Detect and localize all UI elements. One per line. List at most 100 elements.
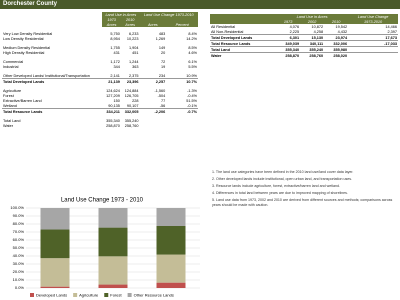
- table-row: High Density Residential 431 451 20 4.6%: [2, 50, 198, 55]
- cell-value: 14,466: [385, 24, 397, 29]
- cell-value: 6.1%: [188, 59, 197, 64]
- cell-value: 15,130: [300, 34, 325, 41]
- legend-swatch: [73, 293, 78, 297]
- cell-value: 334,211: [102, 108, 121, 114]
- cell-value: 8.4%: [188, 31, 197, 36]
- table-row: Extractive/Barren Land 150 228 77 51.5%: [2, 98, 198, 103]
- row-label: Total Resource Lands: [2, 108, 103, 114]
- row-label: Other Developed Lands/ Institutional/Tra…: [3, 73, 90, 78]
- cell-value: 90,107: [126, 103, 139, 108]
- header-row: Acres Acres Acres Percent: [2, 22, 198, 27]
- table-row: Agriculture 124,624 124,884 -1,560 -1.3%: [2, 88, 198, 93]
- note: 4. Differences in total land between yea…: [212, 191, 348, 196]
- table-row: Low Density Residential 8,954 10,223 1,269 1…: [2, 36, 198, 41]
- row-label: Low Density Residential: [3, 36, 44, 41]
- y-tick-label: 50.0%: [13, 245, 25, 250]
- cell-value: -2,206: [139, 108, 167, 114]
- row-label: Total Developed Lands: [2, 78, 103, 84]
- blank: [210, 14, 277, 19]
- bar-segment: [98, 284, 128, 288]
- cell-value: 23,974: [324, 34, 349, 41]
- cell-value: 8,954: [110, 36, 120, 41]
- table-row: Very Low Density Residential 5,750 6,233 48…: [2, 31, 198, 36]
- row-label: Total Developed Lands: [210, 34, 277, 41]
- cell-value: 431: [113, 50, 120, 55]
- cell-value: 258,870: [276, 52, 301, 58]
- y-tick-label: 20.0%: [13, 269, 25, 274]
- row-label: Extractive/Barren Land: [3, 98, 42, 103]
- cell-value: 4,432: [337, 29, 348, 34]
- cell-value: 2,141: [110, 73, 120, 78]
- table-row: Wetland 90,135 90,107 -56 -0.1%: [2, 103, 198, 109]
- row-label: All Non-Residential: [211, 29, 244, 34]
- cell-value: 10,223: [126, 36, 139, 41]
- bar-segment: [40, 229, 70, 259]
- cell-value: 150: [113, 98, 120, 103]
- cell-value: 20: [161, 50, 166, 55]
- cell-value: 51.5%: [186, 98, 197, 103]
- subcolumn-header: Acres: [102, 22, 121, 27]
- column-header: 2002: [300, 19, 325, 24]
- cell-value: 2,257: [139, 78, 167, 84]
- group-header: Land Use Change: [348, 14, 398, 19]
- y-tick-label: 30.0%: [13, 261, 25, 266]
- cell-value: 234: [158, 73, 166, 78]
- table-row: Water 258,870 258,760 258,020: [210, 52, 398, 58]
- subcolumn-header: Acres: [120, 22, 140, 27]
- legend-swatch: [127, 293, 132, 297]
- cell-value: 258,870: [106, 123, 120, 128]
- cell-value: 332,006: [324, 40, 349, 47]
- column-header: 1973-2010: [348, 19, 398, 24]
- right-table: Land Use in Acres Land Use Change 1973 2002…: [210, 14, 398, 58]
- cell-value: 6,301: [276, 34, 301, 41]
- cell-value: 2,397: [387, 29, 397, 34]
- column-header: 2010: [324, 19, 349, 24]
- row-label: Total Resource Lands: [210, 40, 277, 47]
- note: 5. Land use data from 1973, 2002 and 201…: [212, 198, 393, 207]
- blank: [210, 19, 277, 24]
- y-tick-label: 100.0%: [10, 205, 24, 210]
- cell-value: 10.9%: [186, 73, 197, 78]
- y-tick-label: 80.0%: [13, 221, 25, 226]
- cell-value: 17,673: [348, 34, 398, 41]
- cell-value: -0.7%: [166, 108, 198, 114]
- cell-value: -56: [159, 103, 166, 108]
- cell-value: 355,340: [106, 118, 120, 123]
- cell-value: 77: [161, 98, 166, 103]
- notes: 1. The land use categories have been def…: [212, 170, 396, 210]
- page-title: Dorchester County: [0, 0, 400, 9]
- cell-value: -504: [157, 93, 166, 98]
- note: 3. Resource lands include agriculture, f…: [212, 184, 341, 189]
- cell-value: 1,244: [128, 59, 139, 64]
- row-label: Water: [3, 123, 13, 128]
- row-label: Agriculture: [3, 88, 22, 93]
- cell-value: 355,240: [300, 46, 325, 53]
- bar-segment: [156, 254, 186, 283]
- cell-value: 258,020: [324, 52, 349, 58]
- table-row: Water 258,870 258,760: [2, 123, 198, 128]
- cell-value: 1,755: [110, 45, 120, 50]
- header-row: Land Use in Acres Land Use Change: [210, 14, 398, 19]
- group-header: Land Use in Acres: [276, 14, 349, 19]
- legend-label: Other Resource Lands: [134, 293, 174, 298]
- table-row: Total Developed Lands 6,301 15,130 23,974 17…: [210, 34, 398, 41]
- bar-segment: [40, 208, 70, 230]
- cell-value: 90,135: [108, 103, 120, 108]
- cell-value: 451: [132, 50, 139, 55]
- group-header: Land Use in Acres: [102, 12, 140, 17]
- table-row: Total Land 355,340 355,240: [2, 118, 198, 123]
- cell-value: 127,209: [106, 93, 120, 98]
- note: 1. The land use categories have been def…: [212, 170, 354, 174]
- cell-value: 4,076: [289, 24, 300, 29]
- header-row: 1973 2010: [2, 17, 198, 22]
- cell-value: 8.5%: [188, 45, 197, 50]
- cell-value: 355,980: [324, 46, 349, 53]
- cell-value: 6,233: [128, 31, 139, 36]
- cell-value: 21,139: [102, 78, 121, 84]
- bar-segment: [98, 227, 128, 257]
- row-label: High Density Residential: [3, 50, 45, 55]
- table-row: Commercial 1,172 1,244 72 6.1%: [2, 59, 198, 64]
- table-row: All Residential 4,076 10,872 19,542 14,466: [210, 24, 398, 29]
- cell-value: 1,269: [155, 36, 166, 41]
